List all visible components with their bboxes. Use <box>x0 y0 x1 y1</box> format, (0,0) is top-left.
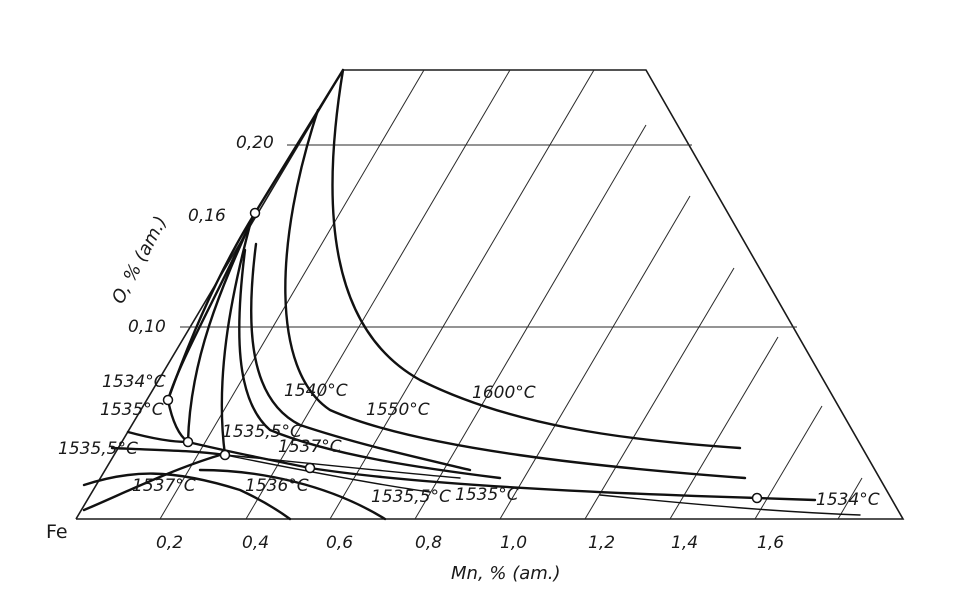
grid-line-mn-04 <box>245 69 511 520</box>
grid-line-mn-14 <box>669 336 779 520</box>
label-1540: 1540°C <box>284 381 348 401</box>
diagram-frame <box>75 69 905 520</box>
fe-corner-label: Fe <box>46 521 68 543</box>
label-1534-right: 1534°C <box>816 490 880 510</box>
isotherm-1537-inner <box>238 248 502 480</box>
trough-lower <box>224 454 431 493</box>
point-1535 <box>182 436 194 448</box>
o-axis-label: O, % (am.) <box>108 213 172 308</box>
isotherm-1600 <box>331 68 742 450</box>
label-1535-right: 1535°C <box>455 485 519 505</box>
point-15355 <box>219 449 231 461</box>
trough-upper <box>224 454 461 479</box>
mn-tick-14: 1,4 <box>671 533 698 553</box>
mn-tick-12: 1,2 <box>588 533 615 553</box>
mn-tick-06: 0,6 <box>326 533 353 553</box>
label-1535-left: 1535°C <box>100 400 164 420</box>
isotherm-1536-bottom <box>198 468 387 521</box>
label-15355-mid: 1535,5°C <box>222 422 302 442</box>
isotherm-1540 <box>249 242 472 472</box>
o-tick-016: 0,16 <box>188 206 226 226</box>
mn-tick-04: 0,4 <box>242 533 269 553</box>
point-1534 <box>162 394 174 406</box>
mn-tick-02: 0,2 <box>156 533 183 553</box>
label-15355-right: 1535,5°C <box>371 487 451 507</box>
grid-line-mn-18 <box>837 477 863 520</box>
label-1600: 1600°C <box>472 383 536 403</box>
trough-tail-right <box>599 494 861 516</box>
boundary-fan-3 <box>220 223 252 457</box>
label-1534-left: 1534°C <box>102 372 166 392</box>
point-016 <box>249 207 261 219</box>
label-1536-bottom: 1536°C <box>245 476 309 496</box>
grid-line-mn-16 <box>754 405 823 520</box>
label-15355-left: 1535,5°C <box>58 439 138 459</box>
point-1537 <box>304 462 316 474</box>
grid-line-mn-12 <box>584 267 735 520</box>
mn-tick-10: 1,0 <box>500 533 527 553</box>
isotherm-1537-bottom-b <box>82 472 292 521</box>
grid-line-mn-10 <box>499 195 691 520</box>
grid-line-mn-02 <box>159 69 425 520</box>
grid-line-mn-08 <box>414 124 647 520</box>
eutectic-trough <box>186 440 759 500</box>
mn-tick-08: 0,8 <box>415 533 442 553</box>
label-1537-bottom: 1537°C <box>132 476 196 496</box>
mn-axis-label: Mn, % (am.) <box>451 563 561 584</box>
boundary-fan-4 <box>166 398 190 444</box>
label-1550: 1550°C <box>366 400 430 420</box>
grid-line-mn-06 <box>329 69 595 520</box>
liquidus-boundary-left <box>166 68 345 402</box>
point-1534-right <box>751 492 763 504</box>
trough-to-right <box>755 496 817 502</box>
mn-tick-16: 1,6 <box>757 533 784 553</box>
label-1537-mid: 1537°C <box>278 437 342 457</box>
isotherm-1537-bottom <box>82 453 222 512</box>
o-tick-010: 0,10 <box>128 317 166 337</box>
o-tick-020: 0,20 <box>236 133 274 153</box>
isotherm-1550 <box>284 108 747 480</box>
boundary-fan-2 <box>186 211 257 444</box>
isotherm-15355-left-b <box>110 446 227 457</box>
